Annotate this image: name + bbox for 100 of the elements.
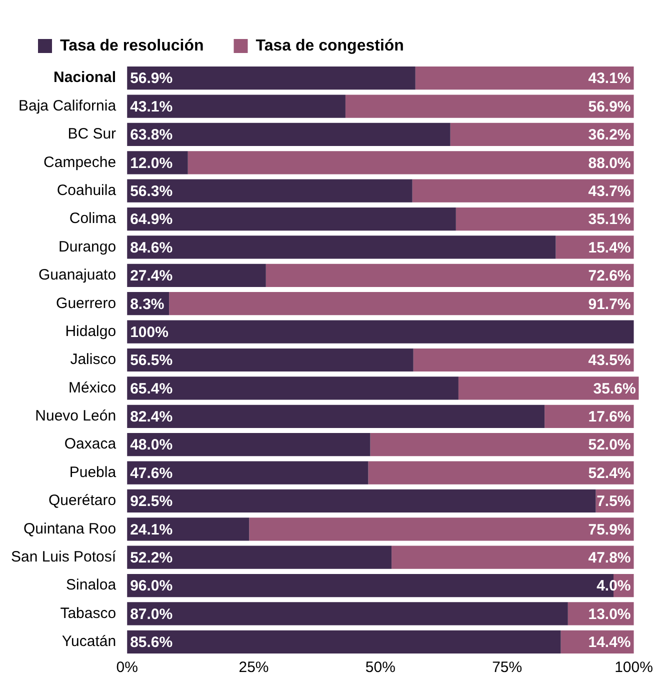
data-label: 35.1% [588,211,631,228]
y-tick-label: BC Sur [68,126,116,143]
bar [127,179,412,202]
data-label: 35.6% [593,380,636,398]
data-label: 52.0% [588,436,631,454]
y-tick-label: San Luis Potosí [10,548,117,566]
data-label: 84.6% [130,239,173,256]
data-label: 4.0% [596,578,631,595]
legend-label: Tasa de congestión [256,37,404,54]
data-label: 91.7% [588,296,631,313]
data-label: 56.3% [130,183,173,200]
x-tick-label: 75% [492,659,522,676]
legend-label: Tasa de resolución [60,37,204,54]
data-label: 7.5% [596,493,631,510]
bar [266,264,634,287]
bar [127,236,556,259]
data-label: 64.9% [130,211,173,228]
data-label: 8.3% [130,296,164,313]
y-tick-label: Nacional [54,69,116,86]
y-tick-label: Sinaloa [66,576,117,594]
bar [415,66,634,90]
y-tick-label: Oaxaca [64,436,117,453]
bar [392,546,634,569]
data-label: 85.6% [130,634,173,652]
bar [127,264,266,287]
y-tick-label: Jalisco [70,351,116,368]
data-label: 87.0% [130,606,173,623]
data-label: 92.5% [130,493,173,510]
x-tick-label: 25% [238,659,269,676]
bar [456,207,634,231]
bar [127,461,368,484]
data-label: 15.4% [588,239,631,256]
data-label: 14.4% [588,634,631,652]
bar [127,546,392,569]
bar [127,94,346,118]
data-label: 72.6% [588,268,631,285]
y-tick-label: Durango [58,238,116,256]
bar [127,376,458,400]
data-label: 48.0% [130,436,173,454]
data-label: 27.4% [130,268,173,285]
bar [127,122,450,146]
bar [188,151,634,174]
bar [127,66,416,90]
data-label: 63.8% [130,126,173,144]
data-label: 82.4% [130,408,173,426]
data-label: 24.1% [130,521,173,538]
data-label: 52.2% [130,549,173,566]
y-tick-label: Guerrero [56,294,116,312]
bar [127,602,568,626]
y-tick-label: Nuevo León [35,408,116,425]
bar [127,404,545,428]
y-tick-label: Guanajuato [38,266,116,284]
y-tick-label: Yucatán [62,633,116,650]
bar [458,376,639,400]
data-label: 43.5% [588,352,631,370]
data-label: 65.4% [130,380,173,398]
bar [127,348,414,372]
data-label: 43.1% [588,70,631,88]
y-tick-label: Quintana Roo [23,520,116,538]
y-tick-label: Puebla [69,464,117,481]
y-tick-label: Colima [69,210,117,228]
data-label: 43.7% [588,183,631,200]
data-label: 75.9% [588,521,631,538]
y-tick-label: Baja California [18,97,117,114]
bar [127,320,634,344]
data-label: 13.0% [588,606,631,623]
data-label: 17.6% [588,408,631,426]
x-tick-label: 0% [116,659,138,676]
data-label: 12.0% [130,154,173,172]
y-tick-label: México [68,379,116,396]
bar [368,461,634,484]
y-tick-label: Tabasco [60,604,116,622]
data-label: 47.6% [130,464,173,482]
data-label: 96.0% [130,578,173,595]
y-tick-label: Hidalgo [65,322,116,340]
bar [450,122,634,146]
x-tick-label: 100% [614,659,653,676]
data-label: 88.0% [588,154,631,172]
y-tick-label: Campeche [44,154,116,171]
bar [345,94,634,118]
bar [127,433,370,456]
bar [169,292,634,316]
data-label: 43.1% [130,98,173,116]
bar [127,489,596,513]
bar [412,179,634,202]
data-label: 56.5% [130,352,173,370]
data-label: 36.2% [588,126,631,144]
data-label: 52.4% [588,464,631,482]
data-label: 47.8% [588,549,631,566]
data-label: 56.9% [588,98,631,116]
bar [413,348,634,372]
data-label: 100% [130,324,168,341]
bar [127,207,456,231]
data-label: 56.9% [130,70,173,88]
y-tick-label: Querétaro [48,492,116,510]
x-tick-label: 50% [365,659,396,676]
bar [249,518,634,541]
y-tick-label: Coahuila [56,182,117,199]
bar [370,433,634,456]
bar [127,518,250,541]
